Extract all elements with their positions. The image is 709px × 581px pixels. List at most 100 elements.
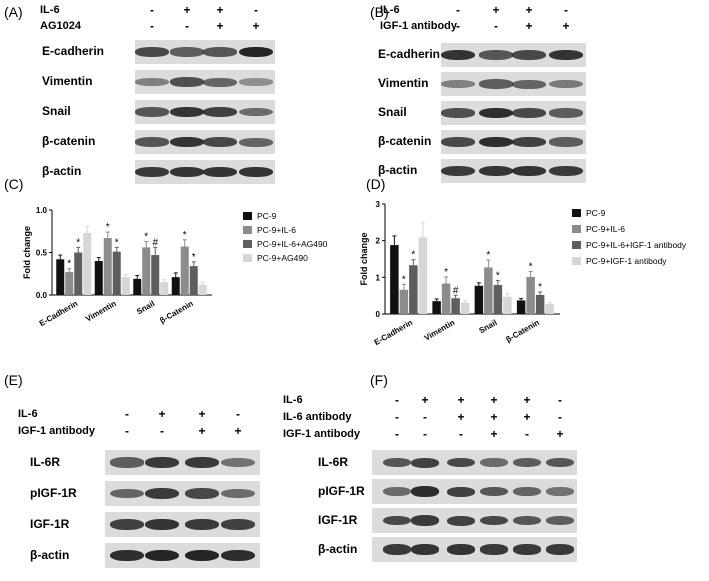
significance-mark: # [152, 237, 158, 248]
blot-strip [105, 512, 260, 537]
bar [171, 277, 180, 295]
legend-swatch [243, 226, 252, 234]
bar [112, 251, 121, 295]
bar [474, 285, 484, 314]
protein-band [441, 165, 475, 177]
protein-band [411, 486, 439, 497]
significance-mark: * [529, 261, 533, 272]
protein-band [479, 165, 513, 177]
treatment-sign: + [562, 19, 570, 33]
treatment-sign: - [423, 427, 427, 441]
treatment-sign: + [457, 410, 465, 424]
protein-band [513, 487, 541, 496]
protein-band [239, 137, 273, 147]
protein-band [185, 488, 219, 499]
y-tick-label: 3 [376, 200, 381, 209]
treatment-label: IL-6 [40, 4, 60, 16]
protein-label: β-actin [42, 164, 82, 178]
protein-band [441, 79, 475, 89]
bar [493, 285, 503, 314]
treatment-sign: - [185, 19, 189, 33]
blot-strip [441, 101, 586, 125]
protein-band [203, 107, 237, 117]
panel-e-label: (E) [4, 372, 23, 388]
protein-label: Snail [42, 104, 71, 118]
treatment-sign: - [254, 3, 258, 17]
protein-band [221, 549, 255, 562]
significance-mark: * [402, 274, 406, 285]
treatment-sign: - [564, 3, 568, 17]
bar [121, 277, 130, 295]
legend-swatch [243, 212, 252, 220]
protein-band [383, 457, 411, 468]
significance-mark: * [183, 230, 187, 241]
protein-band [221, 488, 255, 499]
protein-band [546, 515, 574, 526]
significance-mark: * [115, 237, 119, 248]
treatment-sign: + [525, 19, 533, 33]
y-tick-label: 1.0 [36, 206, 48, 215]
bar [460, 302, 470, 314]
protein-band [221, 519, 255, 530]
panel-c-label: (C) [4, 176, 24, 192]
protein-band [383, 515, 411, 526]
category-label: β-Catenin [158, 299, 195, 325]
bar [65, 272, 74, 295]
protein-band [480, 486, 508, 497]
protein-band [479, 79, 513, 89]
protein-band [480, 515, 508, 526]
protein-band [170, 166, 204, 178]
treatment-sign: + [421, 393, 429, 407]
bar [451, 298, 460, 314]
significance-mark: * [67, 259, 71, 270]
protein-band [203, 77, 237, 87]
protein-band [135, 166, 169, 178]
blot-strip [135, 100, 275, 124]
treatment-sign: - [125, 424, 129, 438]
treatment-sign: + [492, 3, 500, 17]
protein-band [135, 107, 169, 117]
treatment-sign: + [523, 393, 531, 407]
blot-strip [441, 72, 586, 96]
legend-label: PC-9+IL-6+IGF-1 antibody [586, 240, 687, 250]
protein-label: β-catenin [378, 134, 432, 148]
protein-band [411, 544, 439, 555]
category-label: Snail [135, 299, 156, 316]
legend-swatch [243, 240, 252, 248]
protein-label: pIGF-1R [318, 483, 365, 498]
protein-band [549, 165, 583, 177]
treatment-sign: + [216, 19, 224, 33]
bar [418, 237, 428, 314]
protein-band [513, 544, 541, 555]
protein-band [145, 456, 179, 469]
treatment-sign: + [198, 424, 206, 438]
protein-band [512, 165, 546, 177]
protein-label: IL-6R [30, 454, 60, 469]
treatment-sign: - [395, 393, 399, 407]
treatment-sign: + [198, 407, 206, 421]
bar [103, 238, 112, 295]
protein-label: β-actin [318, 541, 358, 556]
protein-label: Snail [378, 105, 407, 119]
protein-band [447, 486, 475, 497]
category-label: Snail [478, 318, 499, 335]
bar [503, 296, 512, 314]
protein-band [441, 137, 475, 147]
protein-band [135, 47, 169, 57]
panel-f-label: (F) [370, 372, 388, 388]
protein-label: pIGF-1R [30, 485, 77, 500]
protein-label: E-cadherin [42, 44, 105, 58]
treatment-sign: - [558, 393, 562, 407]
protein-band [411, 457, 439, 468]
significance-mark: * [144, 231, 148, 242]
protein-band [239, 107, 273, 117]
category-label: E-Cadherin [373, 318, 415, 347]
protein-band [203, 47, 237, 57]
blot-strip [372, 537, 577, 562]
protein-band [145, 549, 179, 562]
treatment-label: AG1024 [40, 20, 81, 32]
protein-band [411, 515, 439, 526]
bar [432, 301, 441, 314]
bar-chart-c: 0.0 0.5 1.0 Fold change * * E-Cadherin * * Viment… [22, 206, 328, 328]
category-label: β-Catenin [504, 318, 541, 344]
